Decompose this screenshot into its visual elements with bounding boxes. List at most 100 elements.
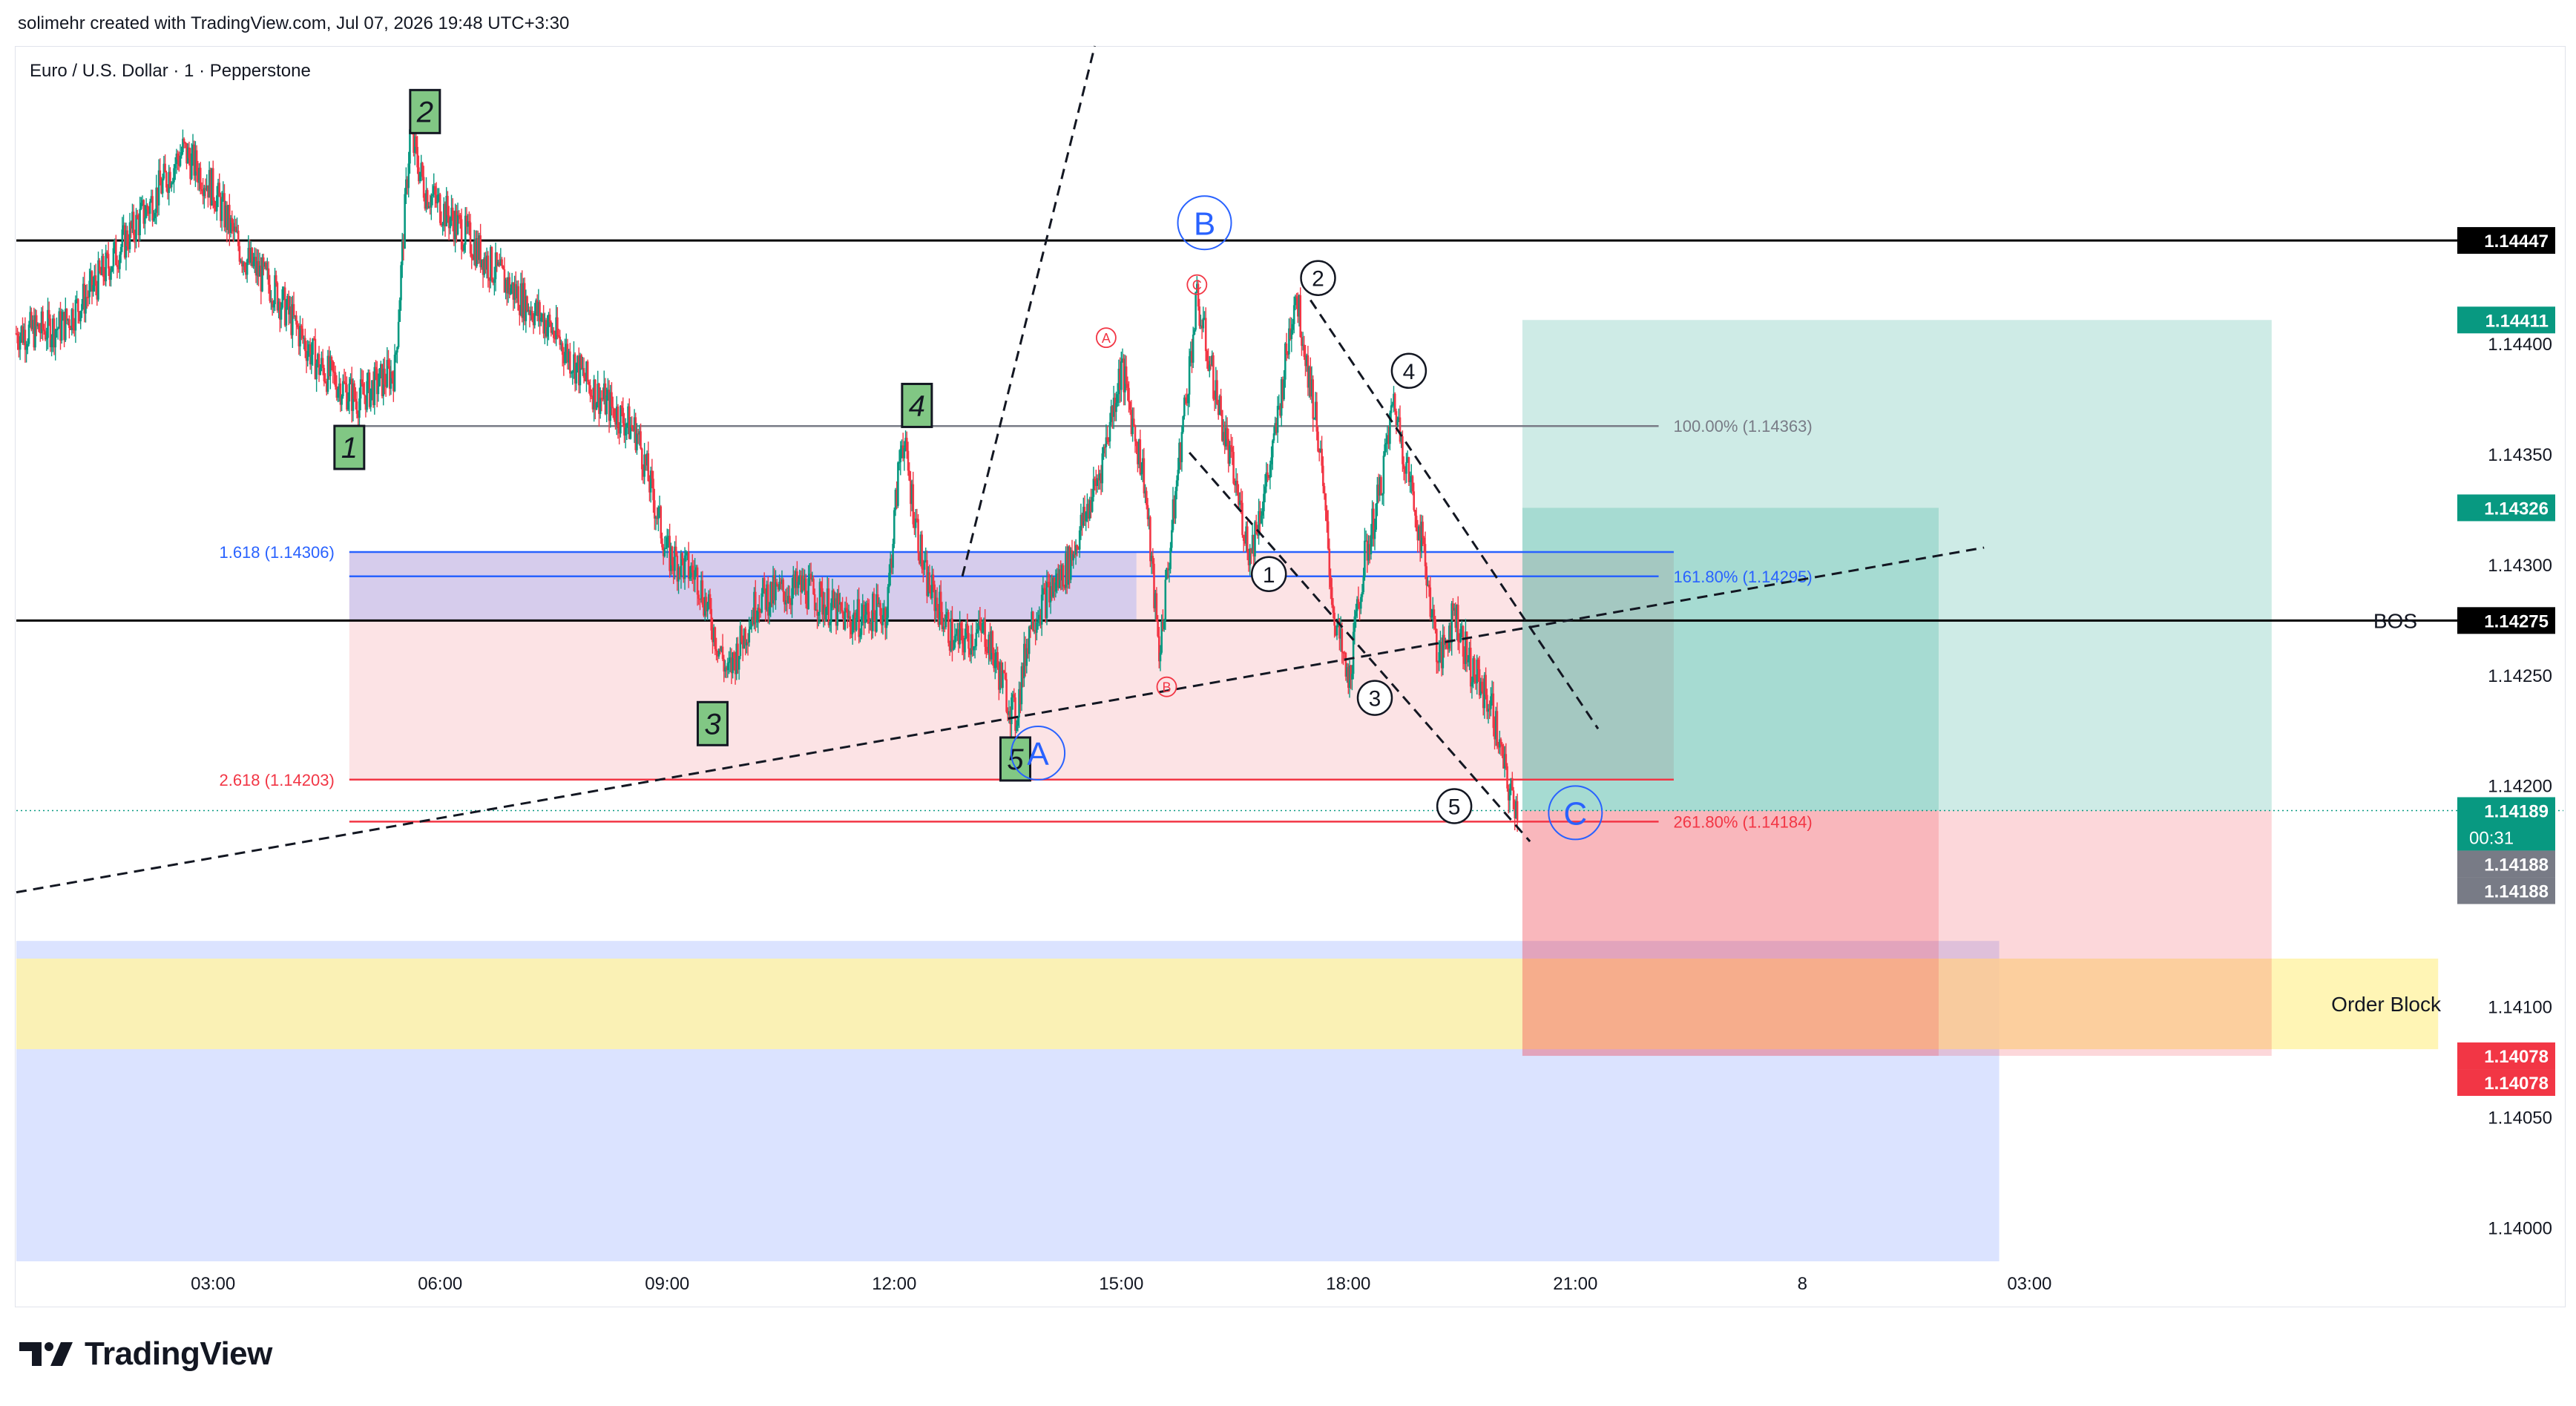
candle-body xyxy=(548,315,551,323)
wave-label-black-circle-5-ring[interactable] xyxy=(1436,788,1473,824)
candle-body xyxy=(1019,689,1022,705)
candle-body xyxy=(555,317,557,340)
wave-label-red-small-A-ring[interactable] xyxy=(1095,327,1117,349)
candle-body xyxy=(835,598,838,626)
candle-body xyxy=(478,235,481,260)
candle-body xyxy=(822,604,825,615)
wave-label-green-box-2-box[interactable] xyxy=(409,88,441,134)
wave-label-red-small-C-ring[interactable] xyxy=(1186,274,1208,295)
candle-body xyxy=(562,355,565,364)
fib-purple-zone[interactable] xyxy=(349,552,1137,621)
price-tag-2-bg[interactable] xyxy=(2457,494,2555,522)
candle-body xyxy=(860,616,863,635)
candle-body xyxy=(620,405,622,434)
candle-body xyxy=(241,260,243,267)
long-position-stop-zone[interactable] xyxy=(1522,810,2272,1057)
candle-body xyxy=(582,367,584,369)
candle-body xyxy=(1402,464,1405,469)
candle-body xyxy=(609,392,612,421)
wave-label-green-box-4-box[interactable] xyxy=(901,382,933,428)
long-position-2-target-zone[interactable] xyxy=(1522,507,1939,811)
trend-line-2[interactable] xyxy=(16,546,1985,894)
candle-body xyxy=(964,638,966,653)
candle-body xyxy=(703,597,706,616)
wave-label-blue-circle-C-ring[interactable] xyxy=(1548,785,1603,841)
candle-body xyxy=(148,209,150,214)
candle-body xyxy=(169,171,171,188)
candle-body xyxy=(1061,565,1063,581)
candle-body xyxy=(939,591,941,625)
candle-body xyxy=(1352,631,1355,674)
wave-label-black-circle-1-ring[interactable] xyxy=(1250,556,1287,593)
candle-body xyxy=(233,226,236,231)
candle-body xyxy=(800,575,802,593)
candle-body xyxy=(1301,337,1303,346)
candle-body xyxy=(873,594,875,613)
long-position-target-zone[interactable] xyxy=(1522,320,2272,811)
candle-body xyxy=(1038,614,1041,622)
wave-label-blue-circle-A-ring[interactable] xyxy=(1011,726,1066,781)
candle-body xyxy=(508,277,511,295)
level-tag-1-bg[interactable] xyxy=(2457,227,2555,254)
candle-body xyxy=(712,627,715,643)
candle-body xyxy=(753,591,755,625)
candle-body xyxy=(624,427,627,436)
candle-body xyxy=(204,188,207,191)
wave-label-black-circle-3-ring[interactable] xyxy=(1356,680,1393,716)
candle-body xyxy=(1192,334,1195,363)
candle-body xyxy=(115,240,117,266)
candle-body xyxy=(521,283,524,318)
candle-body xyxy=(966,623,969,634)
candle-body xyxy=(1159,652,1162,662)
candle-body xyxy=(539,302,541,322)
candle-body xyxy=(631,424,633,428)
trend-line-4[interactable] xyxy=(1310,299,1600,730)
candle-body xyxy=(1220,395,1222,410)
candle-body xyxy=(575,363,578,384)
price-tag-4-bg[interactable] xyxy=(2457,877,2555,904)
candle-body xyxy=(378,368,381,387)
wave-label-red-small-B-ring[interactable] xyxy=(1156,676,1177,697)
candle-body xyxy=(1105,437,1108,447)
wave-label-green-box-3-box[interactable] xyxy=(696,700,729,746)
candle-body xyxy=(1225,427,1227,447)
candle-body xyxy=(54,329,57,348)
candle-body xyxy=(38,323,40,332)
price-tag-3-bg[interactable] xyxy=(2457,850,2555,878)
tradingview-logo[interactable]: TradingView xyxy=(19,1336,272,1373)
candle-body xyxy=(1097,478,1100,481)
wave-label-blue-circle-B: B xyxy=(1194,206,1215,242)
candle-body xyxy=(1436,628,1438,663)
candle-body xyxy=(1310,379,1313,397)
candle-body xyxy=(81,303,83,312)
candle-body xyxy=(415,137,418,148)
candle-body xyxy=(867,602,869,612)
wave-label-green-box-1-box[interactable] xyxy=(333,424,366,470)
candle-body xyxy=(395,352,398,355)
long-position-2-stop-zone[interactable] xyxy=(1522,810,1939,1057)
price-tag-5-bg[interactable] xyxy=(2457,1042,2555,1070)
candle-body xyxy=(108,268,111,280)
candle-body xyxy=(90,271,92,281)
trend-line-3[interactable] xyxy=(1188,451,1531,843)
candle-body xyxy=(820,582,822,588)
candle-body xyxy=(140,203,142,209)
candle-body xyxy=(1173,499,1175,519)
wave-label-black-circle-4-ring[interactable] xyxy=(1390,352,1427,390)
trend-line-1[interactable] xyxy=(961,45,1097,577)
level-tag-2-bg[interactable] xyxy=(2457,607,2555,634)
wave-label-green-box-5-box[interactable] xyxy=(999,736,1031,782)
wave-label-black-circle-2-ring[interactable] xyxy=(1300,260,1336,296)
candle-body xyxy=(582,367,585,378)
candle-body xyxy=(579,355,582,386)
current-price-tag-bg[interactable] xyxy=(2457,797,2555,851)
candle-body xyxy=(1254,522,1256,557)
candle-body xyxy=(1111,406,1114,417)
price-tag-6-bg[interactable] xyxy=(2457,1069,2555,1097)
candle-body xyxy=(1074,553,1076,556)
price-tag-1-bg[interactable] xyxy=(2457,306,2555,334)
wave-label-blue-circle-B-ring[interactable] xyxy=(1177,195,1232,251)
tradingview-logo-icon xyxy=(19,1342,73,1366)
order-block-zone[interactable] xyxy=(16,958,2439,1050)
